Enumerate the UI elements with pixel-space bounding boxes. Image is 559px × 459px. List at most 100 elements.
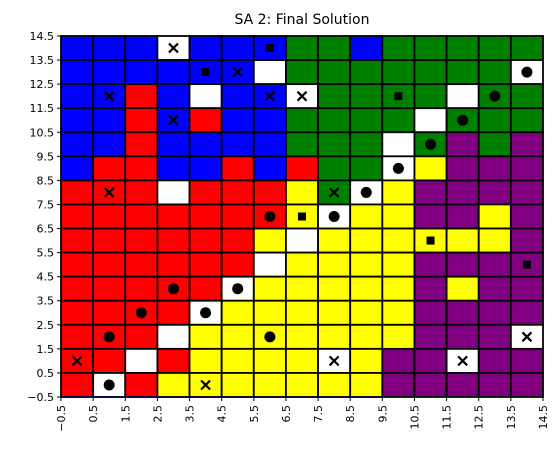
grid-cell — [124, 59, 159, 86]
grid-cell — [317, 227, 352, 254]
y-tick-label: 7.5 — [37, 198, 55, 211]
circle-marker — [200, 307, 212, 319]
grid-cell — [252, 275, 287, 302]
grid-cell — [413, 299, 448, 326]
grid-cell — [60, 131, 95, 158]
square-marker — [394, 92, 403, 101]
grid-cell — [188, 275, 223, 302]
square-marker — [201, 68, 210, 77]
circle-marker — [521, 66, 533, 78]
grid-cell — [252, 372, 287, 398]
circle-marker — [264, 211, 276, 222]
x-marker-stroke — [103, 90, 115, 102]
x-marker — [168, 114, 179, 126]
grid-cell — [381, 35, 416, 61]
grid-cell — [124, 251, 159, 278]
grid-cell — [124, 323, 159, 350]
grid-cell — [188, 227, 223, 254]
cells-layer — [60, 35, 544, 398]
grid-cell — [220, 203, 255, 230]
x-tick-label: −0.5 — [55, 405, 68, 432]
y-tick-label: 3.5 — [37, 295, 55, 308]
grid-cell — [285, 227, 319, 254]
grid-cell — [60, 107, 95, 134]
x-tick-label: 6.5 — [280, 405, 293, 423]
x-marker-stroke — [264, 90, 276, 102]
grid-cell — [285, 155, 319, 182]
circle-marker — [457, 114, 469, 126]
grid-cell — [349, 59, 384, 86]
grid-cell — [60, 251, 95, 278]
circle-marker — [360, 186, 372, 198]
grid-cell — [92, 275, 127, 302]
grid-cell — [285, 107, 319, 134]
grid-cell — [220, 323, 255, 350]
grid-cell — [445, 59, 480, 86]
x-tick-label: 14.5 — [537, 405, 550, 430]
grid-cell — [445, 35, 480, 61]
y-tick-label: 12.5 — [30, 78, 55, 91]
grid-cell — [92, 35, 127, 61]
grid-cell — [188, 35, 223, 61]
grid-cell — [349, 299, 384, 326]
x-tick-label: 5.5 — [248, 405, 261, 423]
grid-cell — [188, 203, 223, 230]
grid-cell — [317, 83, 352, 110]
grid-cell — [285, 299, 319, 326]
grid-cell — [477, 323, 512, 350]
circle-marker — [489, 90, 501, 102]
grid-cell — [156, 83, 191, 110]
y-tick-label: 10.5 — [30, 126, 55, 139]
y-tick-label: 6.5 — [37, 223, 55, 236]
grid-cell — [509, 203, 544, 230]
circle-marker — [232, 283, 244, 295]
grid-cell — [60, 203, 95, 230]
grid-cell — [317, 35, 352, 61]
grid-cell — [92, 59, 127, 86]
grid-cell — [92, 227, 127, 254]
grid-cell — [477, 372, 512, 398]
grid-cell — [509, 179, 544, 206]
y-tick-label: 2.5 — [37, 319, 55, 332]
circle-marker — [135, 307, 147, 319]
x-marker-stroke — [328, 355, 340, 367]
grid-cell — [477, 203, 512, 230]
x-marker — [521, 331, 533, 343]
grid-cell — [92, 155, 127, 182]
plot-frame — [60, 35, 544, 398]
grid-cell — [413, 83, 448, 110]
grid-cell — [381, 131, 416, 158]
grid-cell — [188, 323, 223, 350]
grid-cell — [349, 35, 384, 61]
x-marker-stroke — [521, 331, 533, 343]
grid-cell — [156, 203, 191, 230]
grid-cell — [252, 155, 287, 182]
grid-cell — [220, 299, 255, 326]
y-tick-label: 13.5 — [30, 54, 55, 67]
x-marker — [328, 187, 340, 198]
grid-cell — [60, 372, 95, 398]
x-marker-stroke — [328, 187, 340, 198]
grid-cell — [381, 59, 416, 86]
grid-cell — [413, 372, 448, 398]
grid-cell — [220, 35, 255, 61]
grid-cell — [252, 227, 287, 254]
grid-cell — [285, 323, 319, 350]
x-tick-label: 10.5 — [408, 405, 421, 430]
x-tick-label: 8.5 — [344, 405, 357, 423]
grid-cell — [92, 131, 127, 158]
grid-cell — [220, 372, 255, 398]
grid-cell — [381, 227, 416, 254]
grid-cell — [156, 347, 191, 374]
grid-cell — [285, 251, 319, 278]
grid-cell — [220, 179, 255, 206]
grid-cell — [60, 179, 95, 206]
grid-cell — [477, 275, 512, 302]
square-marker — [298, 212, 306, 221]
grid-cell — [124, 107, 159, 134]
grid-cell — [445, 251, 480, 278]
grid-cell — [124, 227, 159, 254]
y-tick-label: 5.5 — [37, 247, 55, 260]
x-marker — [264, 90, 276, 102]
grid-cell — [445, 227, 480, 254]
